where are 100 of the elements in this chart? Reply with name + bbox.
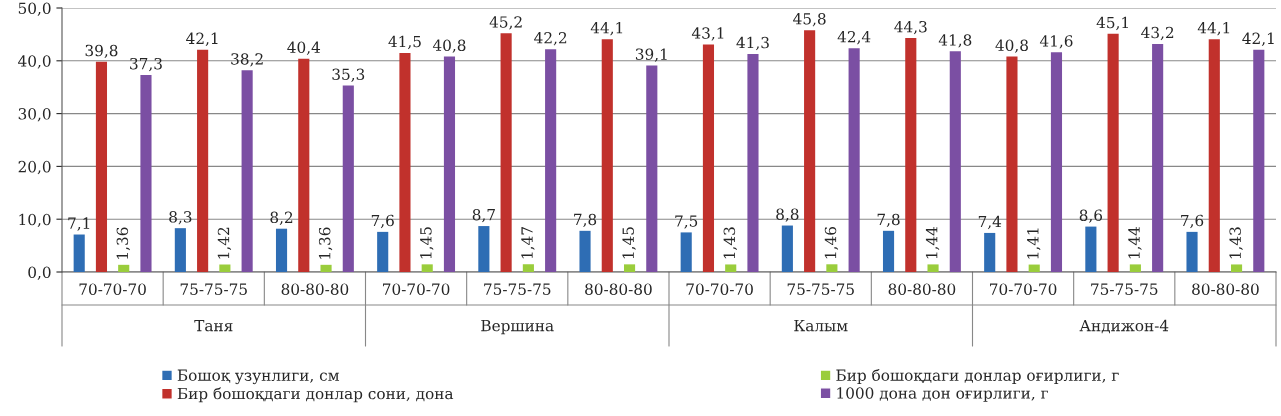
data-label: 1,44 <box>1128 226 1142 259</box>
bar <box>1050 52 1063 272</box>
data-label: 39,8 <box>85 44 118 59</box>
data-label: 7,5 <box>675 215 698 229</box>
legend-label: Бир бошоқдаги донлар сони, дона <box>177 387 454 403</box>
bar <box>848 48 860 272</box>
data-label: 38,2 <box>231 53 263 67</box>
bar <box>1208 39 1220 272</box>
bar <box>1085 226 1097 272</box>
bar <box>95 61 108 272</box>
bar <box>680 232 692 272</box>
x-tick-label: 70-70-70 <box>383 283 450 295</box>
bar <box>601 39 613 272</box>
data-label: 41,3 <box>736 36 769 51</box>
bar <box>781 225 793 272</box>
data-label: 42,4 <box>837 30 871 45</box>
bar <box>342 85 354 272</box>
data-label: 1,36 <box>116 227 131 259</box>
bar <box>927 264 939 272</box>
data-label: 43,1 <box>691 27 724 41</box>
bar <box>1186 231 1198 272</box>
bar <box>545 49 557 272</box>
data-label: 1,41 <box>1027 228 1041 259</box>
bar <box>725 264 737 272</box>
text: Калым <box>794 319 848 332</box>
bar <box>1253 49 1265 272</box>
data-label: 40,8 <box>995 39 1028 53</box>
bar <box>500 33 512 272</box>
bar <box>275 228 288 272</box>
x-tick-label: 75-75-75 <box>484 283 551 295</box>
data-label: 42,1 <box>1242 32 1274 46</box>
data-label: 45,2 <box>489 16 522 30</box>
bar <box>377 231 389 272</box>
data-label: 37,3 <box>130 57 162 72</box>
x-tick-label: 70-70-70 <box>990 283 1057 295</box>
bar <box>646 65 658 272</box>
data-label: 42,1 <box>186 32 218 46</box>
bar <box>949 51 961 272</box>
x-tick-label: 80-80-80 <box>888 283 956 295</box>
x-tick-label: 70-70-70 <box>79 283 146 295</box>
text: Таня <box>194 319 233 332</box>
data-label: 7,8 <box>877 213 900 228</box>
bar <box>219 264 231 272</box>
data-label: 44,1 <box>1197 22 1230 36</box>
text: Андижон-4 <box>1079 319 1169 334</box>
bar <box>747 53 759 272</box>
bar <box>905 38 917 272</box>
bar <box>399 52 411 272</box>
data-label: 41,8 <box>938 34 972 48</box>
data-label: 8,8 <box>776 208 799 222</box>
bar <box>984 232 996 272</box>
text: Вершина <box>481 319 554 335</box>
x-tick-label: 70-70-70 <box>686 283 753 295</box>
data-label: 35,3 <box>332 68 365 82</box>
data-label: 1,42 <box>217 227 232 259</box>
x-tick-label: 75-75-75 <box>1091 283 1158 295</box>
bar <box>826 264 838 272</box>
data-label: 1,47 <box>521 227 535 259</box>
x-tick-label: 80-80-80 <box>281 283 349 295</box>
data-label: 7,4 <box>978 215 1002 230</box>
bar <box>882 230 895 272</box>
bar <box>1129 264 1141 272</box>
bar <box>241 70 253 272</box>
data-label: 39,1 <box>635 48 667 62</box>
y-tick-label: 20,0 <box>18 160 51 175</box>
data-label: 1,45 <box>622 227 636 259</box>
data-label: 7,6 <box>1181 214 1204 229</box>
data-label: 7,8 <box>574 213 597 228</box>
data-label: 43,2 <box>1141 26 1174 41</box>
legend-label: 1000 дона дон оғирлиги, г <box>837 387 1048 402</box>
data-label: 41,5 <box>388 35 421 50</box>
bar <box>1028 264 1040 272</box>
data-label: 8,7 <box>472 208 495 223</box>
data-label: 1,43 <box>723 227 738 259</box>
bar <box>443 56 456 272</box>
data-label: 1,46 <box>824 227 839 259</box>
bar <box>1006 56 1018 272</box>
bar <box>579 230 591 272</box>
data-label: 41,6 <box>1039 35 1073 49</box>
y-tick-label: 40,0 <box>18 55 51 69</box>
bar <box>1107 33 1119 272</box>
data-label: 1,44 <box>925 226 940 259</box>
data-label: 45,1 <box>1096 16 1128 31</box>
y-tick-label: 0,0 <box>28 266 51 280</box>
data-label: 44,1 <box>590 22 623 36</box>
data-label: 7,1 <box>68 217 90 231</box>
bar <box>623 264 636 272</box>
legend-label: Бир бошоқдаги донлар оғирлиги, г <box>836 368 1119 384</box>
bar <box>118 264 130 272</box>
data-label: 8,3 <box>169 211 192 225</box>
bar <box>140 75 152 272</box>
x-tick-label: 80-80-80 <box>1192 283 1259 295</box>
bar <box>1230 264 1243 272</box>
data-label: 8,6 <box>1079 209 1103 223</box>
data-label: 1,45 <box>420 227 434 259</box>
y-tick-label: 30,0 <box>18 108 51 122</box>
x-tick-label: 75-75-75 <box>180 283 247 295</box>
legend-label: Бошоқ узунлиги, см <box>177 369 340 385</box>
data-label: 7,6 <box>371 214 394 229</box>
data-label: 45,8 <box>793 13 826 27</box>
